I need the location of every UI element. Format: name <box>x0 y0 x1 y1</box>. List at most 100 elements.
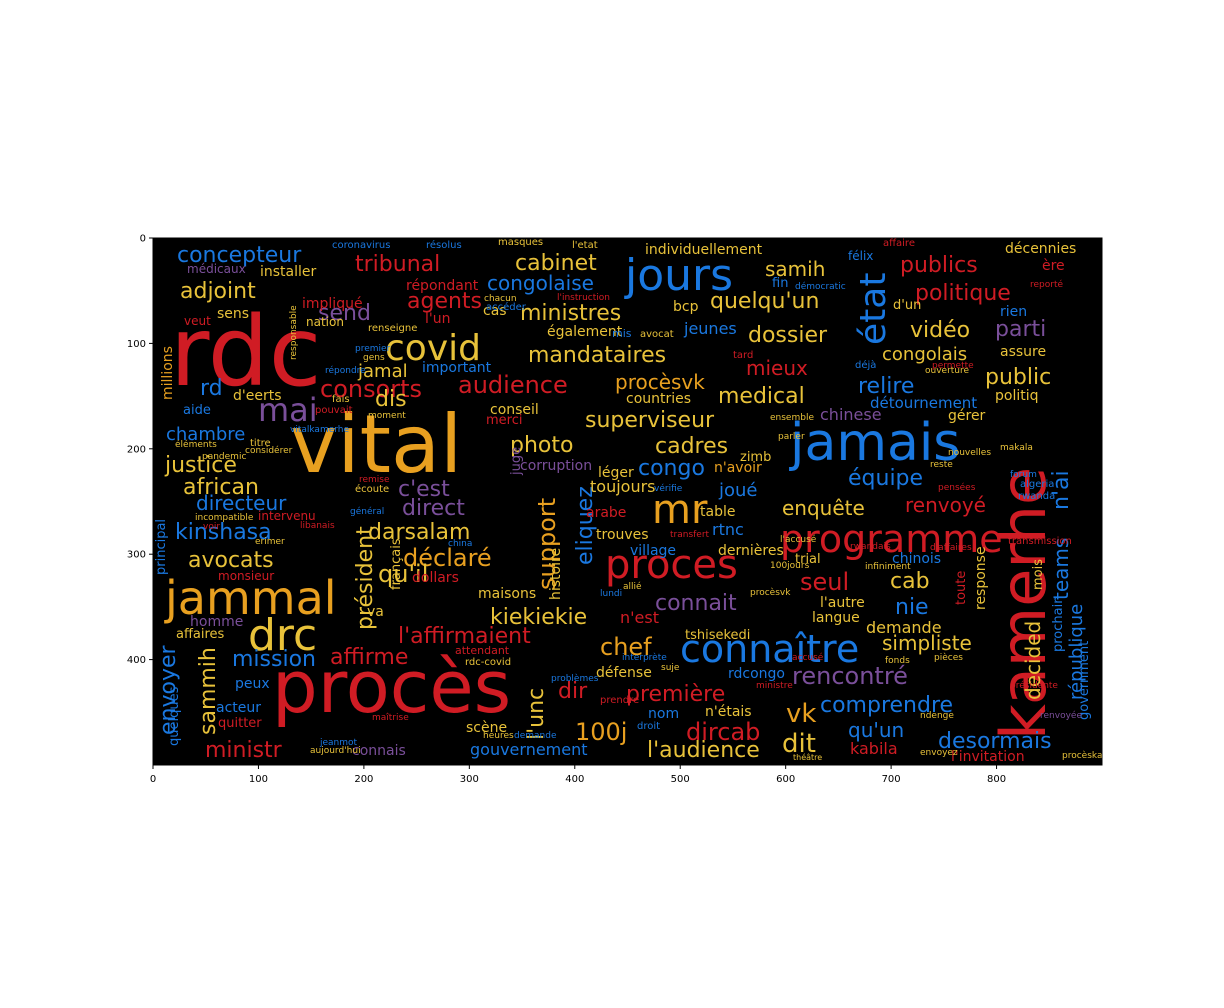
word: demande <box>514 731 557 741</box>
word: l'instruction <box>557 293 610 303</box>
word: acteur <box>216 700 261 716</box>
word: ministres <box>520 301 621 326</box>
word: infiniment <box>865 562 911 572</box>
word: pensées <box>938 482 976 493</box>
word: l'invitation <box>951 749 1025 765</box>
word: aide <box>183 403 211 418</box>
word: chinois <box>892 551 941 567</box>
word: mandataires <box>528 343 666 368</box>
word: problèmes <box>551 673 599 684</box>
word: allié <box>623 581 642 592</box>
word: medical <box>718 384 805 409</box>
word: considérer <box>245 445 293 456</box>
word: médicaux <box>187 262 246 276</box>
word: eliquez <box>573 486 598 565</box>
word: congo <box>638 456 705 481</box>
word: n'avoir <box>714 460 762 476</box>
word: adjoint <box>180 279 256 304</box>
word: government <box>1077 641 1092 720</box>
word: avocats <box>188 548 274 573</box>
word: vidéo <box>910 318 970 343</box>
word: répondre <box>325 365 366 376</box>
word: jamais <box>789 413 960 473</box>
word: cabinet <box>515 251 597 276</box>
word: trial <box>795 552 821 567</box>
word: qu'il <box>378 560 428 588</box>
word: relire <box>858 374 914 399</box>
word: va <box>367 604 384 620</box>
word: juge <box>509 447 524 476</box>
x-tick-label: 700 <box>882 774 901 785</box>
word: response <box>973 546 989 610</box>
word: rwandais <box>850 542 891 552</box>
word: public <box>985 365 1051 390</box>
word: interprète <box>622 652 667 663</box>
word: gouvernement <box>470 740 588 759</box>
word: tard <box>733 350 753 361</box>
word: déjà <box>855 359 876 371</box>
word: vitalkamerhe <box>290 425 349 435</box>
word: village <box>630 543 676 559</box>
word: monsieur <box>218 569 274 583</box>
word: n'ai <box>1049 470 1074 510</box>
word: pouvait <box>315 405 353 416</box>
word: assure <box>1000 344 1046 360</box>
word: concepteur <box>177 243 302 268</box>
word: président <box>353 526 378 630</box>
word: chef <box>600 633 652 661</box>
word: l'un <box>425 311 450 327</box>
word: ère <box>1042 258 1065 274</box>
word: également <box>547 324 623 340</box>
word: reporté <box>1030 279 1063 290</box>
word: impliqué <box>302 296 363 312</box>
word: félix <box>848 249 873 263</box>
word: quitter <box>218 716 262 731</box>
word: toujours <box>590 477 656 496</box>
word: dit <box>782 729 816 759</box>
word: countries <box>626 391 691 407</box>
word: prendre <box>600 695 639 706</box>
word: transmission <box>1008 536 1072 547</box>
word: n'est <box>620 608 659 627</box>
word: consorts <box>320 375 422 403</box>
word: important <box>422 360 492 376</box>
word: forum <box>1010 470 1037 480</box>
word: qu'un <box>848 718 904 742</box>
word: dollars <box>412 570 459 586</box>
word: drc <box>248 610 317 661</box>
word: histoire <box>548 548 564 600</box>
word: sens <box>217 306 249 322</box>
word: vk <box>786 699 816 729</box>
word: mieux <box>746 356 808 380</box>
word: covid <box>385 328 481 369</box>
word: millions <box>160 346 176 400</box>
word: d'affaires <box>930 543 972 553</box>
word: kamerhe <box>987 467 1060 740</box>
word: l'audience <box>647 738 760 763</box>
word: politiq <box>995 388 1039 404</box>
word: langue <box>812 610 860 626</box>
word: aujourd'hui <box>310 746 361 756</box>
word: chacun <box>484 294 517 304</box>
word: français <box>389 538 404 590</box>
word: dis <box>375 387 407 412</box>
word: renvoyé <box>905 493 986 517</box>
word: merci <box>486 413 522 428</box>
word: écoute <box>355 483 389 495</box>
x-tick-label: 0 <box>150 774 156 785</box>
word: n'étais <box>705 704 752 720</box>
word: directeur <box>196 491 287 515</box>
word: mission <box>232 647 316 672</box>
word: affirme <box>330 645 408 670</box>
x-tick-label: 100 <box>249 774 268 785</box>
word: détournement <box>870 394 977 412</box>
word: dir <box>558 679 588 704</box>
word: teams <box>1049 538 1073 600</box>
word: mr <box>652 487 708 533</box>
word: chinese <box>820 405 882 424</box>
word: audience <box>458 371 568 399</box>
word: maîtrise <box>372 713 409 723</box>
word: général <box>350 506 384 517</box>
word: d'eerts <box>233 388 282 404</box>
